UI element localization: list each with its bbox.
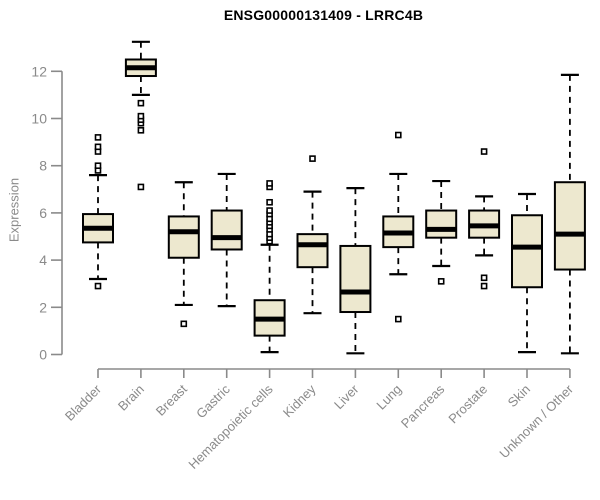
y-tick-label: 0: [39, 347, 47, 363]
outlier-marker: [480, 148, 488, 155]
x-category-label-lung: Lung: [373, 382, 404, 413]
y-tick-label: 8: [39, 158, 47, 174]
iqr-box: [296, 233, 329, 269]
outlier-marker: [94, 143, 102, 151]
y-tick-label: 6: [39, 205, 47, 221]
iqr-box: [425, 209, 458, 239]
outlier-marker: [437, 278, 445, 285]
outlier-marker: [137, 127, 145, 134]
x-category-label-pancreas: Pancreas: [398, 381, 448, 431]
outlier-marker: [180, 320, 188, 328]
x-category-label-breast: Breast: [153, 381, 190, 418]
x-category-label-liver: Liver: [331, 381, 362, 412]
chart-title: ENSG00000131409 - LRRC4B: [223, 7, 424, 23]
x-category-label-gastric: Gastric: [193, 381, 233, 421]
x-category-label-brain: Brain: [115, 382, 147, 414]
outlier-marker: [94, 282, 102, 290]
x-category-label-kidney: Kidney: [280, 381, 319, 420]
iqr-box: [210, 209, 243, 251]
outlier-marker: [394, 315, 402, 323]
outlier-marker: [480, 282, 488, 290]
boxplot-pancreas: [425, 179, 458, 285]
x-category-label-bladder: Bladder: [62, 381, 105, 424]
y-tick-label: 2: [39, 299, 47, 315]
boxplot-hematopoietic-cells: [253, 180, 286, 354]
boxplot-kidney: [296, 155, 329, 315]
boxplot-unknown-other: [553, 73, 586, 355]
x-category-label-hematopoietic-cells: Hematopoietic cells: [185, 381, 276, 472]
iqr-box: [167, 215, 200, 259]
boxplot-bladder: [82, 134, 114, 290]
outlier-marker: [266, 180, 273, 187]
outlier-marker: [480, 274, 488, 282]
boxplot-gastric: [210, 172, 243, 308]
outlier-marker: [309, 155, 316, 162]
y-tick-label: 10: [31, 111, 47, 127]
boxplot-skin: [511, 192, 543, 354]
outlier-marker: [94, 162, 102, 169]
x-category-label-unknown-other: Unknown / Other: [496, 381, 576, 461]
iqr-box: [553, 181, 586, 271]
iqr-box: [339, 244, 372, 314]
boxplot-breast: [167, 181, 200, 328]
y-tick-label: 4: [39, 252, 47, 268]
outlier-marker: [137, 183, 145, 191]
x-category-label-skin: Skin: [505, 382, 533, 410]
boxplot-lung: [382, 131, 415, 323]
outlier-marker: [137, 112, 145, 120]
y-tick-label: 12: [31, 63, 47, 79]
outlier-marker: [94, 134, 102, 141]
outlier-marker: [266, 198, 273, 206]
x-category-label-prostate: Prostate: [445, 382, 490, 427]
boxplot-prostate: [468, 148, 501, 290]
outlier-marker: [394, 131, 402, 139]
boxplot-liver: [339, 187, 372, 355]
outlier-marker: [137, 99, 145, 107]
outlier-marker: [266, 207, 273, 214]
iqr-box: [511, 214, 543, 289]
boxplot-brain: [124, 40, 157, 191]
